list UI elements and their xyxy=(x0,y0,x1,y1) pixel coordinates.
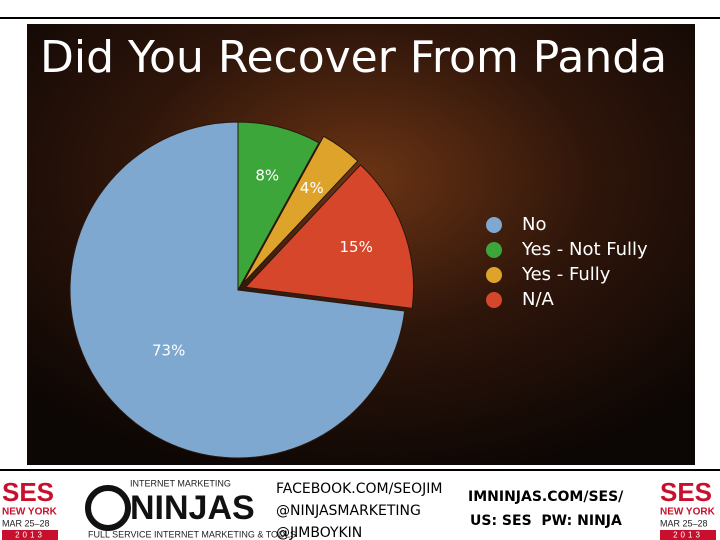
ninjas-logo: INTERNET MARKETING NINJAS FULL SERVICE I… xyxy=(85,478,296,539)
ses-year-band xyxy=(2,530,58,540)
legend-label: No xyxy=(522,214,546,235)
legend-label: N/A xyxy=(522,289,555,310)
slice-label: 15% xyxy=(340,238,373,256)
social-link: FACEBOOK.COM/SEOJIM xyxy=(276,481,442,497)
legend-marker xyxy=(486,242,502,258)
slice-label: 4% xyxy=(300,179,324,197)
ses-name: SES xyxy=(660,477,712,507)
legend-marker xyxy=(486,267,502,283)
logo-top: INTERNET MARKETING xyxy=(130,478,231,488)
ses-city: NEW YORK xyxy=(660,507,716,518)
logo-name: NINJAS xyxy=(130,489,255,527)
slice-label: 73% xyxy=(152,342,185,360)
ses-city: NEW YORK xyxy=(2,507,58,518)
slice-label: 8% xyxy=(255,167,279,185)
ses-logo-right: SES NEW YORK MAR 25–28 2013 xyxy=(660,477,716,540)
legend-label: Yes - Fully xyxy=(521,264,611,285)
legend-marker xyxy=(486,217,502,233)
pie-chart: 8% 4% 15% 73% No Yes - Not Fully Yes - Fully N/… xyxy=(69,121,648,459)
ses-year: 2013 xyxy=(673,531,703,540)
login-info: US: SES PW: NINJA xyxy=(470,513,622,529)
logo-tagline: FULL SERVICE INTERNET MARKETING & TOOLS xyxy=(88,529,296,539)
ses-year: 2013 xyxy=(15,531,45,540)
social-link: @JIMBOYKIN xyxy=(276,525,362,540)
social-link: @NINJASMARKETING xyxy=(276,503,421,519)
ses-logo-left: SES NEW YORK MAR 25–28 2013 xyxy=(2,477,58,540)
legend-marker xyxy=(486,292,502,308)
site-url: IMNINJAS.COM/SES/ xyxy=(468,489,624,505)
ses-dates: MAR 25–28 xyxy=(660,518,708,528)
ses-dates: MAR 25–28 xyxy=(2,518,50,528)
ses-name: SES xyxy=(2,477,54,507)
chart-title: Did You Recover From Panda xyxy=(40,32,667,83)
pie-slice xyxy=(69,121,406,459)
ses-year-band xyxy=(660,530,716,540)
pie-slice xyxy=(244,164,415,309)
logo-mark xyxy=(85,485,131,531)
pie-slice xyxy=(242,135,359,284)
legend-label: Yes - Not Fully xyxy=(521,239,648,260)
